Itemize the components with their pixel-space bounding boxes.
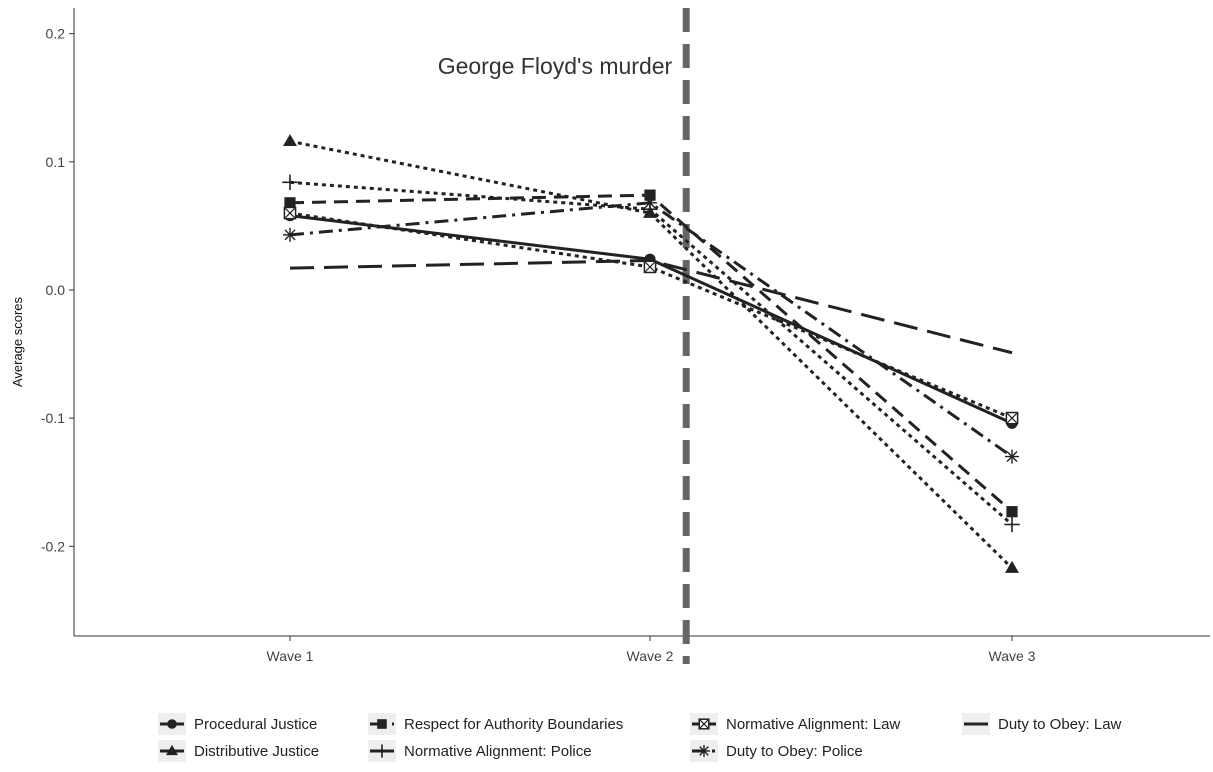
legend-key-marker — [375, 744, 389, 758]
x-tick-label: Wave 1 — [267, 648, 314, 664]
data-point — [284, 197, 296, 209]
data-point — [1005, 449, 1019, 464]
legend-item: Normative Alignment: Police — [368, 740, 592, 762]
data-point — [283, 227, 297, 242]
legend-key-marker — [166, 744, 178, 756]
series-line — [289, 180, 1013, 526]
legend-label: Procedural Justice — [194, 716, 317, 733]
y-tick-label: -0.2 — [41, 538, 65, 554]
legend-item: Procedural Justice — [158, 713, 317, 735]
series-line — [289, 211, 1013, 420]
legend-label: Normative Alignment: Police — [404, 743, 592, 760]
x-tick-label: Wave 3 — [989, 648, 1036, 664]
data-point — [1006, 506, 1018, 518]
asterisk-marker-4 — [699, 746, 709, 756]
legend-label: Normative Alignment: Law — [726, 716, 900, 733]
asterisk-marker-4 — [644, 197, 656, 209]
data-point — [643, 195, 657, 210]
data-point — [1005, 560, 1019, 573]
squarex-marker-d2 — [698, 718, 710, 730]
square-marker-shape — [1006, 506, 1018, 518]
legend-item: Respect for Authority Boundaries — [368, 713, 623, 735]
legend-item: Duty to Obey: Law — [962, 713, 1122, 735]
legend-key-marker — [698, 745, 710, 757]
legend-item: Distributive Justice — [158, 740, 319, 762]
square-marker-shape — [644, 189, 656, 201]
legend-key-marker — [167, 719, 177, 729]
series-line — [289, 258, 1013, 355]
y-tick-label: 0.1 — [46, 154, 66, 170]
data-point — [643, 260, 657, 274]
legend-label: Duty to Obey: Law — [998, 716, 1122, 733]
data-point — [1004, 516, 1020, 533]
data-point — [644, 189, 656, 201]
data-point — [1005, 411, 1019, 425]
squarex-marker-d2 — [1005, 412, 1019, 425]
asterisk-marker-4 — [1006, 451, 1018, 463]
data-point — [282, 174, 298, 191]
asterisk-marker-4 — [284, 229, 296, 241]
circle-marker-shape — [167, 719, 177, 729]
series-line — [289, 201, 1013, 458]
y-axis-title: Average scores — [10, 296, 25, 387]
legend-item: Duty to Obey: Police — [690, 740, 863, 762]
series-line — [289, 214, 1013, 425]
series-line — [289, 193, 1013, 513]
legend-key-marker — [698, 718, 710, 730]
event-annotation: George Floyd's murder — [438, 53, 673, 79]
triangle-marker-shape — [283, 134, 297, 147]
data-point — [283, 134, 297, 147]
data-point — [283, 206, 297, 220]
y-tick-label: 0.2 — [46, 26, 66, 42]
squarex-marker-d2 — [643, 260, 657, 273]
y-tick-label: 0.0 — [46, 282, 66, 298]
series-line — [289, 139, 1014, 570]
triangle-marker-shape — [1005, 560, 1019, 573]
x-tick-label: Wave 2 — [627, 648, 674, 664]
legend-label: Distributive Justice — [194, 743, 319, 760]
legend-key-marker — [377, 719, 387, 729]
legend-label: Duty to Obey: Police — [726, 743, 863, 760]
y-tick-label: -0.1 — [41, 410, 65, 426]
triangle-marker-shape — [166, 744, 178, 756]
legend-item: Normative Alignment: Law — [690, 713, 900, 735]
squarex-marker-d2 — [283, 207, 297, 220]
legend-label: Respect for Authority Boundaries — [404, 716, 623, 733]
square-marker-shape — [377, 719, 387, 729]
square-marker-shape — [284, 197, 296, 209]
